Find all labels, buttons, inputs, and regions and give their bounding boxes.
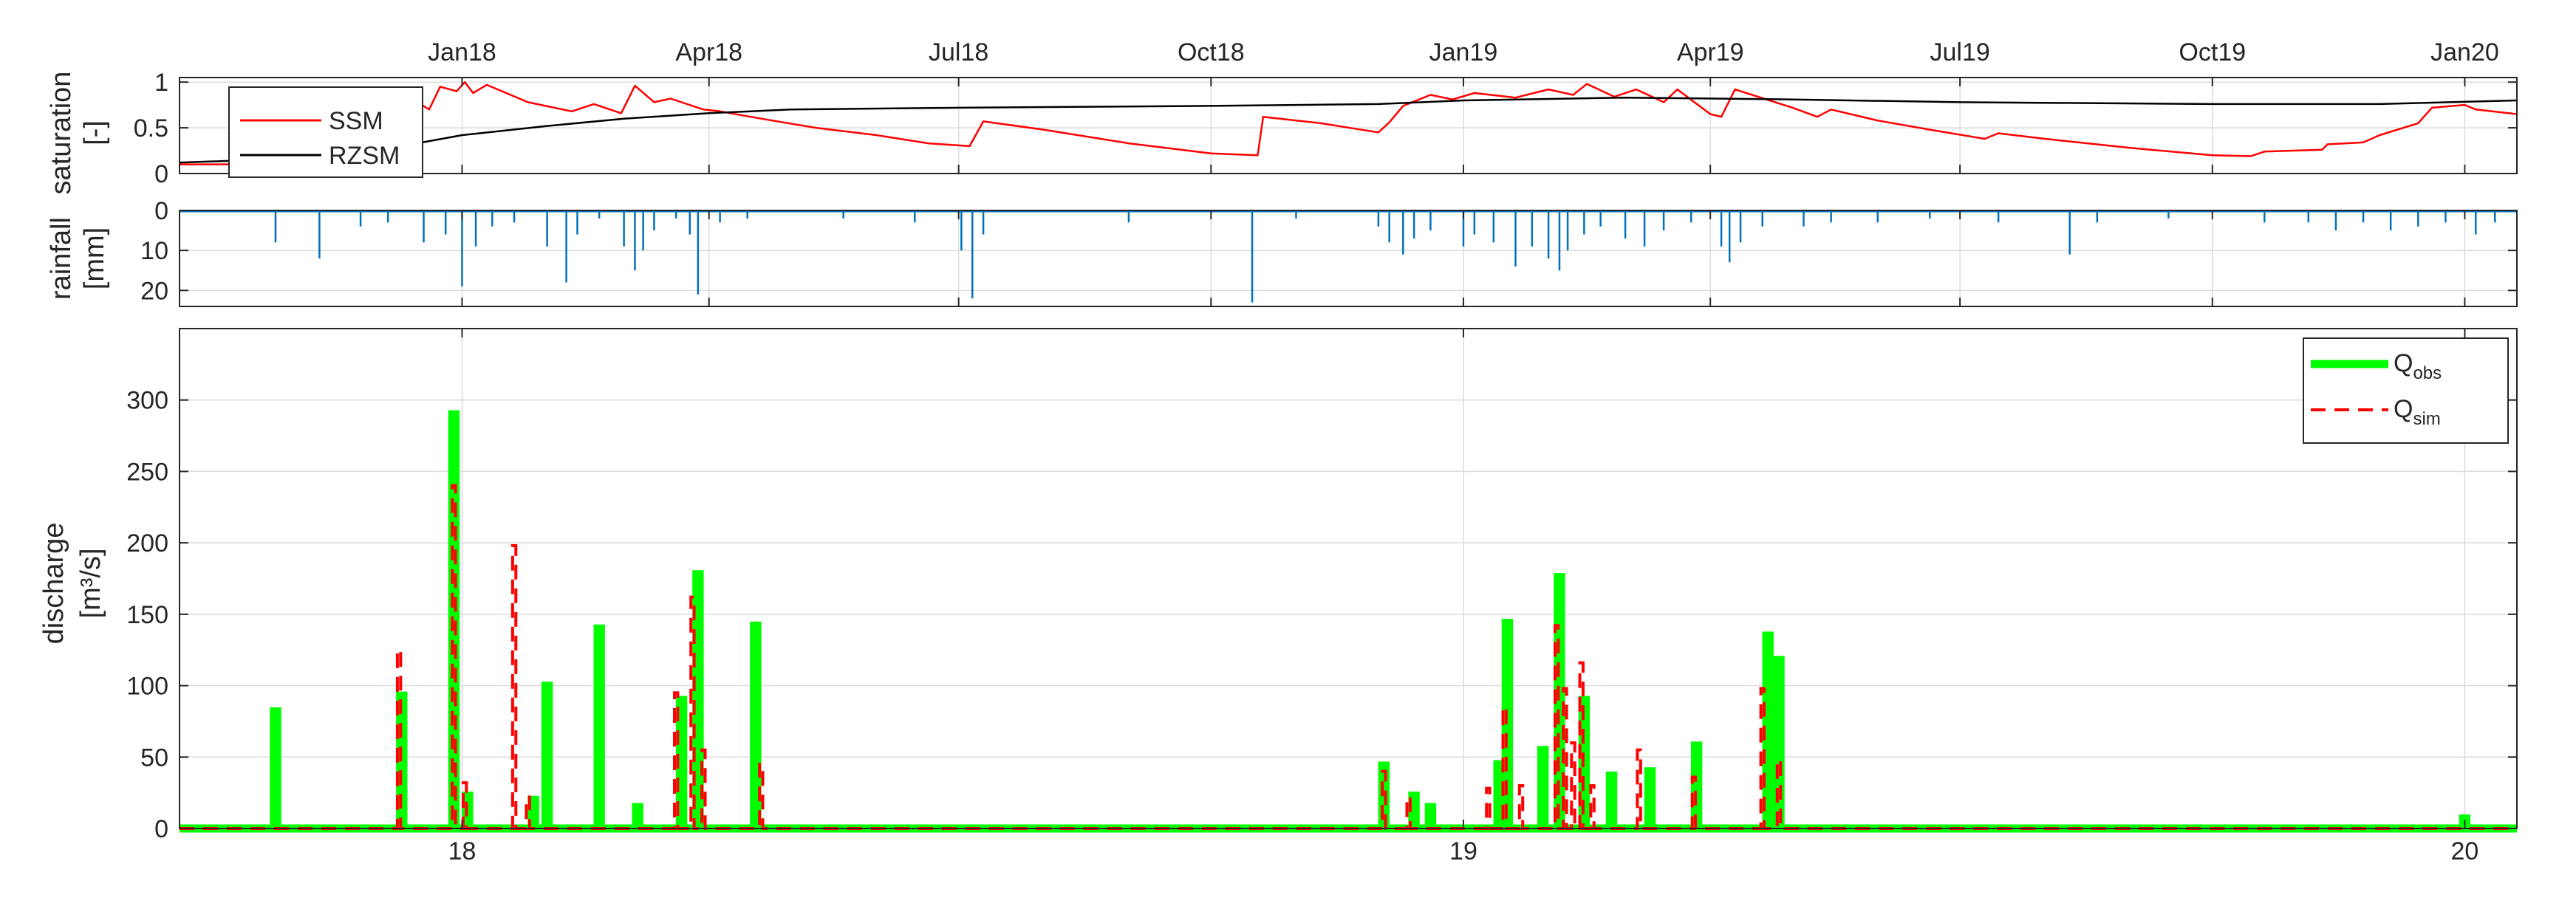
legend-qobs-label: Qobs [2394,349,2442,383]
saturation-legend-box [228,86,423,178]
discharge-ytick-label: 250 [126,458,168,486]
bottom-xtick-label: 19 [1449,837,1477,865]
top-xtick-label: Jan20 [2430,38,2499,66]
discharge-ylabel: discharge [38,523,69,645]
saturation-panel: 0 0.5 1 Jan18 Apr18 Jul18 Oct18 Jan19 Apr19 Jul19… [46,38,2518,195]
top-xtick-label: Apr18 [675,38,742,66]
saturation-ylabel: saturation [46,72,77,195]
legend-qobs-main: Q [2394,349,2413,377]
top-xtick-label: Jan19 [1429,38,1498,66]
legend-qobs-sub: obs [2413,363,2442,383]
discharge-plot-background [180,329,2517,828]
saturation-ticks: 0 0.5 1 Jan18 Apr18 Jul18 Oct18 Jan19 Apr19 Jul19… [134,38,2517,188]
discharge-legend-box [2303,337,2509,444]
discharge-ytick-label: 200 [126,529,168,557]
discharge-panel: 0 50 100 150 200 250 300 18 19 20 discharge [m³/s… [38,328,2518,865]
discharge-legend: Qobs Qsim [2303,337,2509,444]
q-sim-line [180,484,2517,830]
legend-ssm-label: SSM [329,107,383,135]
saturation-axes-box [179,77,2518,174]
top-xtick-label: Oct19 [2179,38,2246,66]
bottom-xtick-label: 20 [2451,837,2479,865]
discharge-ytick-label: 0 [154,815,168,843]
top-xtick-label: Apr19 [1677,38,1744,66]
rainfall-ylabel: rainfall [46,217,77,300]
ssm-line [180,80,2518,165]
saturation-ytick-label: 0.5 [134,114,168,143]
discharge-ytick-label: 100 [126,673,168,701]
discharge-ytick-label: 300 [126,387,168,415]
discharge-ytick-label: 150 [126,601,168,629]
legend-rzsm-label: RZSM [329,142,400,170]
saturation-legend: SSM RZSM [228,86,423,178]
legend-qsim-main: Q [2394,395,2413,423]
saturation-ylabel-unit: [-] [79,120,110,145]
legend-qsim-sub: sim [2413,409,2440,429]
discharge-axes-box [179,328,2518,829]
bottom-xtick-label: 18 [448,837,476,865]
saturation-ytick-label: 1 [154,69,168,97]
rainfall-ytick-label: 10 [140,237,168,265]
top-xtick-label: Jul18 [929,38,988,66]
discharge-ytick-label: 50 [140,744,168,772]
legend-qsim-label: Qsim [2394,395,2441,429]
discharge-ticks: 0 50 100 150 200 250 300 18 19 20 [126,329,2517,865]
rainfall-ytick-label: 20 [140,277,168,305]
rainfall-ticks: 0 10 20 [140,197,2517,306]
rainfall-axes-box [179,210,2518,307]
top-xtick-label: Jan18 [428,38,496,66]
top-xtick-label: Oct18 [1178,38,1245,66]
rainfall-plot-background [180,210,2517,306]
saturation-ytick-label: 0 [154,160,168,188]
saturation-plot-background [180,78,2517,174]
rainfall-panel: 0 10 20 rainfall [mm] [46,197,2518,307]
rainfall-ylabel-unit: [mm] [79,227,110,289]
rainfall-ytick-label: 0 [154,197,168,225]
top-xtick-label: Jul19 [1930,38,1989,66]
discharge-ylabel-unit: [m³/s] [75,549,106,619]
